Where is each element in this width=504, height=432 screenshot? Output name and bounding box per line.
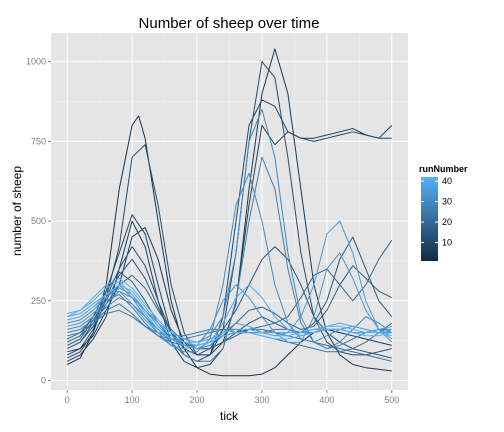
- legend-colorbar: [421, 177, 438, 261]
- x-tick-label: 500: [384, 395, 399, 405]
- series-lines: [66, 48, 393, 377]
- legend-tick-label: 40: [442, 176, 452, 186]
- x-tick-label: 0: [65, 395, 70, 405]
- major-gridlines: [51, 33, 408, 390]
- y-tick-label: 250: [31, 296, 46, 306]
- series-line-run-41: [66, 277, 392, 343]
- chart-title: Number of sheep over time: [139, 15, 320, 32]
- legend-ticks: 10 20 30 40: [421, 176, 452, 248]
- color-legend: runNumber 10 20 30 40: [419, 164, 468, 261]
- series-line-run-35: [67, 220, 393, 350]
- y-tick-label: 500: [31, 216, 46, 226]
- legend-tick-label: 30: [442, 197, 452, 207]
- y-axis-ticks: 0 250 500 750 1000: [26, 57, 51, 385]
- series-line-run-23: [66, 303, 393, 353]
- series-line-run-39: [67, 281, 392, 350]
- series-line-run-9: [66, 99, 392, 362]
- series-line-run-33: [67, 252, 393, 350]
- x-tick-label: 400: [319, 395, 334, 405]
- legend-tick-label: 20: [442, 217, 452, 227]
- series-line-run-29: [67, 109, 393, 350]
- x-axis-ticks: 0 100 200 300 400 500: [65, 390, 399, 405]
- x-axis-title: tick: [220, 409, 239, 423]
- series-line-run-42: [67, 284, 392, 346]
- series-line-run-13: [66, 246, 392, 359]
- legend-title: runNumber: [419, 164, 468, 174]
- series-line-run-15: [66, 236, 393, 350]
- series-line-run-31: [67, 172, 392, 353]
- series-line-run-27: [67, 156, 392, 362]
- x-tick-label: 300: [254, 395, 269, 405]
- series-line-run-11: [66, 61, 392, 359]
- y-tick-label: 0: [41, 375, 46, 385]
- y-tick-label: 750: [31, 136, 46, 146]
- minor-gridlines: [51, 33, 408, 390]
- y-axis-title: number of sheep: [10, 166, 24, 256]
- y-tick-label: 1000: [26, 57, 46, 67]
- x-tick-label: 100: [125, 395, 140, 405]
- legend-tick-label: 10: [442, 238, 452, 248]
- x-tick-label: 200: [190, 395, 205, 405]
